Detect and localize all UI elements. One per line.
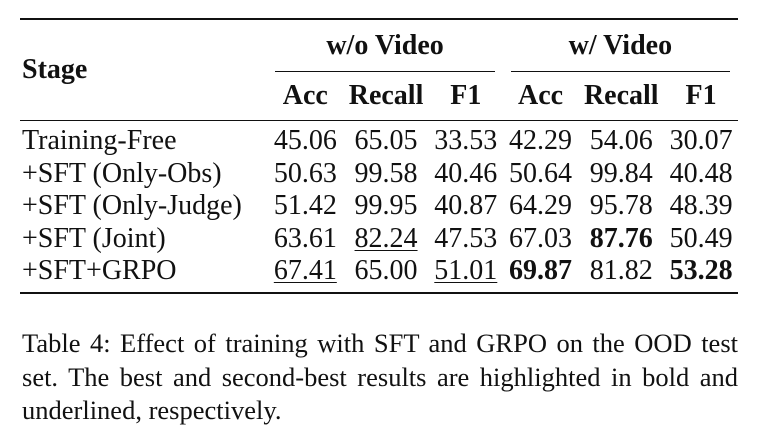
metric-cell: 99.84 bbox=[578, 158, 664, 191]
group-header-without-video: w/o Video bbox=[267, 19, 502, 72]
metric-cell: 67.03 bbox=[503, 223, 579, 256]
metric-value: 51.01 bbox=[434, 255, 498, 287]
metric-value: 82.24 bbox=[354, 222, 418, 254]
group-header-with-video-label: w/ Video bbox=[568, 30, 673, 61]
metric-cell: 87.76 bbox=[578, 223, 664, 256]
metric-value: 47.53 bbox=[434, 222, 498, 254]
metric-value: 30.07 bbox=[669, 125, 733, 157]
table-header-row-columns: Acc Recall F1 Acc Recall F1 bbox=[20, 72, 738, 121]
metric-cell: 45.06 bbox=[267, 120, 344, 158]
metric-cell: 63.61 bbox=[267, 223, 343, 256]
table-row: +SFT (Only-Judge) 51.42 99.95 40.87 64.29 95.… bbox=[20, 190, 738, 223]
metric-value: 67.41 bbox=[273, 255, 337, 287]
metric-value: 63.61 bbox=[273, 222, 337, 254]
metric-value: 51.42 bbox=[273, 190, 337, 222]
results-table: Stage w/o Video w/ Video Acc Recall F1 A… bbox=[20, 18, 738, 294]
metric-value: 69.87 bbox=[509, 255, 573, 287]
metric-value: 50.49 bbox=[669, 222, 733, 254]
stage-name-cell: +SFT (Only-Obs) bbox=[22, 157, 222, 189]
metric-value: 81.82 bbox=[589, 255, 653, 287]
metric-value: 65.00 bbox=[354, 255, 418, 287]
stage-column-header: Stage bbox=[22, 54, 88, 85]
group-header-without-video-label: w/o Video bbox=[326, 30, 444, 61]
metric-cell: 33.53 bbox=[428, 120, 503, 158]
metric-cell: 50.63 bbox=[267, 158, 343, 191]
metric-cell: 95.78 bbox=[578, 190, 664, 223]
metric-value: 40.46 bbox=[434, 157, 498, 189]
metric-value: 99.95 bbox=[354, 190, 418, 222]
metric-value: 53.28 bbox=[669, 255, 733, 287]
metric-cell: 99.58 bbox=[343, 158, 429, 191]
metric-cell: 81.82 bbox=[578, 255, 665, 294]
metric-value: 50.64 bbox=[509, 157, 573, 189]
metric-cell: 30.07 bbox=[664, 120, 738, 158]
metric-cell: 53.28 bbox=[664, 255, 738, 294]
metric-value: 87.76 bbox=[589, 222, 653, 254]
metric-cell: 65.05 bbox=[343, 120, 429, 158]
table-row: +SFT (Joint) 63.61 82.24 47.53 67.03 87.76 50.… bbox=[20, 223, 738, 256]
metric-cell: 65.00 bbox=[343, 255, 429, 294]
metric-value: 99.58 bbox=[354, 157, 418, 189]
metric-cell: 51.01 bbox=[428, 255, 503, 294]
metric-value: 54.06 bbox=[589, 125, 653, 157]
metric-cell: 42.29 bbox=[502, 120, 579, 158]
metric-value: 40.87 bbox=[434, 190, 498, 222]
group-header-without-video-rule bbox=[275, 71, 495, 72]
table-header-row-groups: Stage w/o Video w/ Video bbox=[20, 19, 738, 83]
metric-value: 33.53 bbox=[434, 125, 498, 157]
metric-cell: 47.53 bbox=[429, 223, 503, 256]
metric-value: 40.48 bbox=[669, 157, 733, 189]
column-header-acc: Acc bbox=[518, 80, 564, 111]
metric-cell: 64.29 bbox=[503, 190, 579, 223]
metric-cell: 40.46 bbox=[429, 158, 503, 191]
table-body: Training-Free 45.06 65.05 33.53 42.29 54.06 30… bbox=[20, 120, 738, 294]
metric-cell: 69.87 bbox=[502, 255, 579, 294]
metric-value: 42.29 bbox=[509, 125, 573, 157]
metric-value: 95.78 bbox=[589, 190, 653, 222]
column-header-acc: Acc bbox=[282, 80, 328, 111]
metric-value: 65.05 bbox=[354, 125, 418, 157]
metric-cell: 40.48 bbox=[664, 158, 738, 191]
stage-name-cell: +SFT+GRPO bbox=[20, 255, 268, 294]
group-header-with-video: w/ Video bbox=[503, 19, 738, 72]
metric-cell: 82.24 bbox=[343, 223, 429, 256]
column-header-recall: Recall bbox=[583, 80, 659, 111]
column-header-f1: F1 bbox=[685, 80, 717, 111]
metric-cell: 67.41 bbox=[267, 255, 344, 294]
metric-cell: 40.87 bbox=[429, 190, 503, 223]
metric-value: 67.03 bbox=[509, 222, 573, 254]
table-row: +SFT (Only-Obs) 50.63 99.58 40.46 50.64 99.84… bbox=[20, 158, 738, 191]
stage-name-cell: +SFT (Joint) bbox=[22, 222, 166, 254]
metric-value: 50.63 bbox=[273, 157, 337, 189]
column-header-f1: F1 bbox=[450, 80, 482, 111]
column-header-recall: Recall bbox=[348, 80, 424, 111]
table-row: +SFT+GRPO 67.41 65.00 51.01 69.87 81.82 53.28 bbox=[20, 255, 738, 294]
metric-value: 99.84 bbox=[589, 157, 653, 189]
table-caption: Table 4: Effect of training with SFT and… bbox=[22, 328, 738, 425]
metric-cell: 54.06 bbox=[578, 120, 665, 158]
metric-value: 64.29 bbox=[509, 190, 573, 222]
metric-cell: 50.49 bbox=[664, 223, 738, 256]
metric-cell: 48.39 bbox=[664, 190, 738, 223]
metric-cell: 50.64 bbox=[503, 158, 579, 191]
metric-value: 48.39 bbox=[669, 190, 733, 222]
metric-value: 45.06 bbox=[273, 125, 337, 157]
stage-name-cell: Training-Free bbox=[20, 120, 268, 158]
results-table-container: Stage w/o Video w/ Video Acc Recall F1 A… bbox=[20, 18, 738, 294]
metric-cell: 99.95 bbox=[343, 190, 429, 223]
group-header-with-video-rule bbox=[510, 71, 730, 72]
stage-name-cell: +SFT (Only-Judge) bbox=[22, 190, 242, 222]
table-row: Training-Free 45.06 65.05 33.53 42.29 54.06 30… bbox=[20, 120, 738, 158]
metric-cell: 51.42 bbox=[267, 190, 343, 223]
